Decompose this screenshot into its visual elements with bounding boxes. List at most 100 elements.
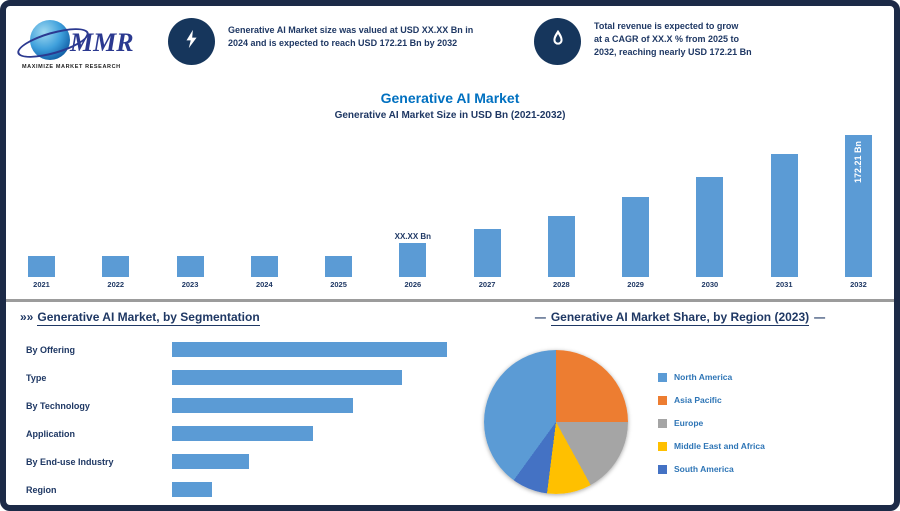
x-axis-label: 2023 [181, 280, 199, 289]
legend-item[interactable]: North America [658, 372, 765, 382]
growth-icon [547, 28, 569, 55]
legend-swatch-icon [658, 418, 667, 428]
revenue-bar[interactable] [176, 255, 204, 277]
segment-bar[interactable] [172, 398, 353, 413]
bar-value-label: XX.XX Bn [394, 231, 432, 241]
revenue-bar[interactable] [547, 216, 575, 277]
segment-bar[interactable] [172, 426, 313, 441]
bar-column-2026: XX.XX Bn 2026 [395, 129, 431, 294]
bar-column-2031: 2031 [770, 129, 798, 294]
segment-label: Type [26, 372, 47, 383]
segment-label: Region [26, 484, 57, 495]
x-axis-label: 2024 [255, 280, 273, 289]
revenue-bar[interactable] [325, 255, 353, 277]
highlight-circle-1 [168, 18, 215, 65]
x-axis-label: 2025 [330, 280, 347, 289]
segment-bar[interactable] [172, 370, 402, 385]
legend-label: Europe [674, 418, 704, 428]
segment-label: Application [26, 428, 75, 439]
segment-row: By Offering [20, 342, 478, 357]
legend-item[interactable]: Middle East and Africa [658, 441, 765, 451]
x-axis-label: 2026 [404, 280, 422, 289]
x-axis-label: 2021 [33, 280, 50, 289]
legend-label: North America [674, 372, 733, 382]
x-axis-label: 2030 [701, 280, 719, 289]
revenue-bar[interactable] [473, 229, 501, 277]
bar-value-label: 172.21 Bn [853, 141, 864, 184]
bar-column-2032: 172.21 Bn 2032 [844, 129, 872, 294]
segmentation-heading: Generative AI Market, by Segmentation [37, 310, 260, 326]
highlight-line: at a CAGR of XX.X % from 2025 to [594, 34, 740, 44]
highlight-line: Total revenue is expected to grow [594, 21, 739, 31]
page-title: Generative AI Market [380, 90, 520, 106]
segment-row: Region [20, 482, 478, 497]
revenue-bar[interactable] [696, 176, 724, 277]
segmentation-section: »» Generative AI Market, by Segmentation … [20, 308, 478, 505]
segmentation-bar-chart: By Offering Type By Technology Application B… [20, 342, 478, 497]
segment-label: By End-use Industry [26, 456, 114, 467]
segment-bar-track [172, 482, 478, 497]
bar-column-2029: 2029 [622, 129, 650, 294]
legend-label: Middle East and Africa [674, 441, 765, 451]
bar-column-2021: 2021 [28, 129, 55, 294]
bar-column-2022: 2022 [102, 129, 130, 294]
x-axis-label: 2032 [850, 280, 867, 289]
segment-row: Application [20, 426, 478, 441]
x-axis-label: 2022 [107, 280, 125, 289]
legend-item[interactable]: Europe [658, 418, 765, 428]
legend-swatch-icon [658, 464, 667, 474]
segment-row: Type [20, 370, 478, 385]
pie-legend: North America Asia Pacific Europe Middle Ea… [658, 372, 765, 487]
x-axis-label: 2029 [627, 280, 644, 289]
segment-bar[interactable] [172, 454, 249, 469]
region-heading: Generative AI Market Share, by Region (2… [550, 310, 810, 326]
segment-bar-track [172, 342, 478, 357]
mmr-logo: MMR MAXIMIZE MARKET RESEARCH [14, 12, 174, 78]
revenue-bar[interactable] [102, 255, 130, 277]
segment-bar-track [172, 426, 478, 441]
legend-swatch-icon [658, 441, 667, 451]
segment-bar-track [172, 370, 478, 385]
highlight-line: Generative AI Market size was valued at … [228, 25, 474, 35]
revenue-bar[interactable] [399, 242, 427, 277]
highlight-line: 2024 and is expected to reach USD 172.21… [228, 38, 458, 48]
segment-bar[interactable] [172, 342, 448, 357]
dash-left-icon: — [534, 312, 546, 324]
highlight-text-2: Total revenue is expected to grow at a C… [594, 20, 862, 59]
segment-bar-track [172, 398, 478, 413]
bar-column-2024: 2024 [250, 129, 278, 294]
dash-right-icon: — [814, 312, 826, 324]
revenue-bar[interactable] [28, 255, 55, 277]
brand-tagline: MAXIMIZE MARKET RESEARCH [22, 64, 121, 70]
legend-label: South America [674, 464, 734, 474]
highlight-circle-2 [534, 18, 581, 65]
segment-label: By Offering [26, 344, 76, 355]
bar-column-2025: 2025 [325, 129, 353, 294]
lightning-icon [181, 28, 203, 55]
x-axis-label: 2031 [775, 280, 793, 289]
revenue-bar[interactable] [622, 197, 650, 277]
revenue-bar[interactable]: 172.21 Bn [844, 135, 872, 277]
bar-column-2027: 2027 [473, 129, 501, 294]
section-divider [6, 299, 894, 302]
arrow-icon: »» [20, 310, 34, 324]
highlight-line: 2032, reaching nearly USD 172.21 Bn [594, 47, 752, 57]
legend-swatch-icon [658, 395, 667, 405]
legend-item[interactable]: South America [658, 464, 765, 474]
region-pie-chart[interactable] [484, 350, 628, 494]
segment-row: By End-use Industry [20, 454, 478, 469]
segment-label: By Technology [26, 400, 90, 411]
legend-item[interactable]: Asia Pacific [658, 395, 765, 405]
revenue-bar[interactable] [770, 153, 798, 277]
segment-bar-track [172, 454, 478, 469]
revenue-bar-chart: 2021 2022 2023 2024 2025 XX.XX Bn 2026 2027 2028… [20, 130, 880, 294]
segment-bar[interactable] [172, 482, 212, 497]
highlight-text-1: Generative AI Market size was valued at … [228, 24, 508, 50]
chart-subtitle: Generative AI Market Size in USD Bn (202… [334, 110, 566, 121]
revenue-bar[interactable] [250, 255, 278, 277]
x-axis-label: 2028 [553, 280, 570, 289]
globe-icon [30, 20, 70, 60]
bar-column-2030: 2030 [696, 129, 724, 294]
